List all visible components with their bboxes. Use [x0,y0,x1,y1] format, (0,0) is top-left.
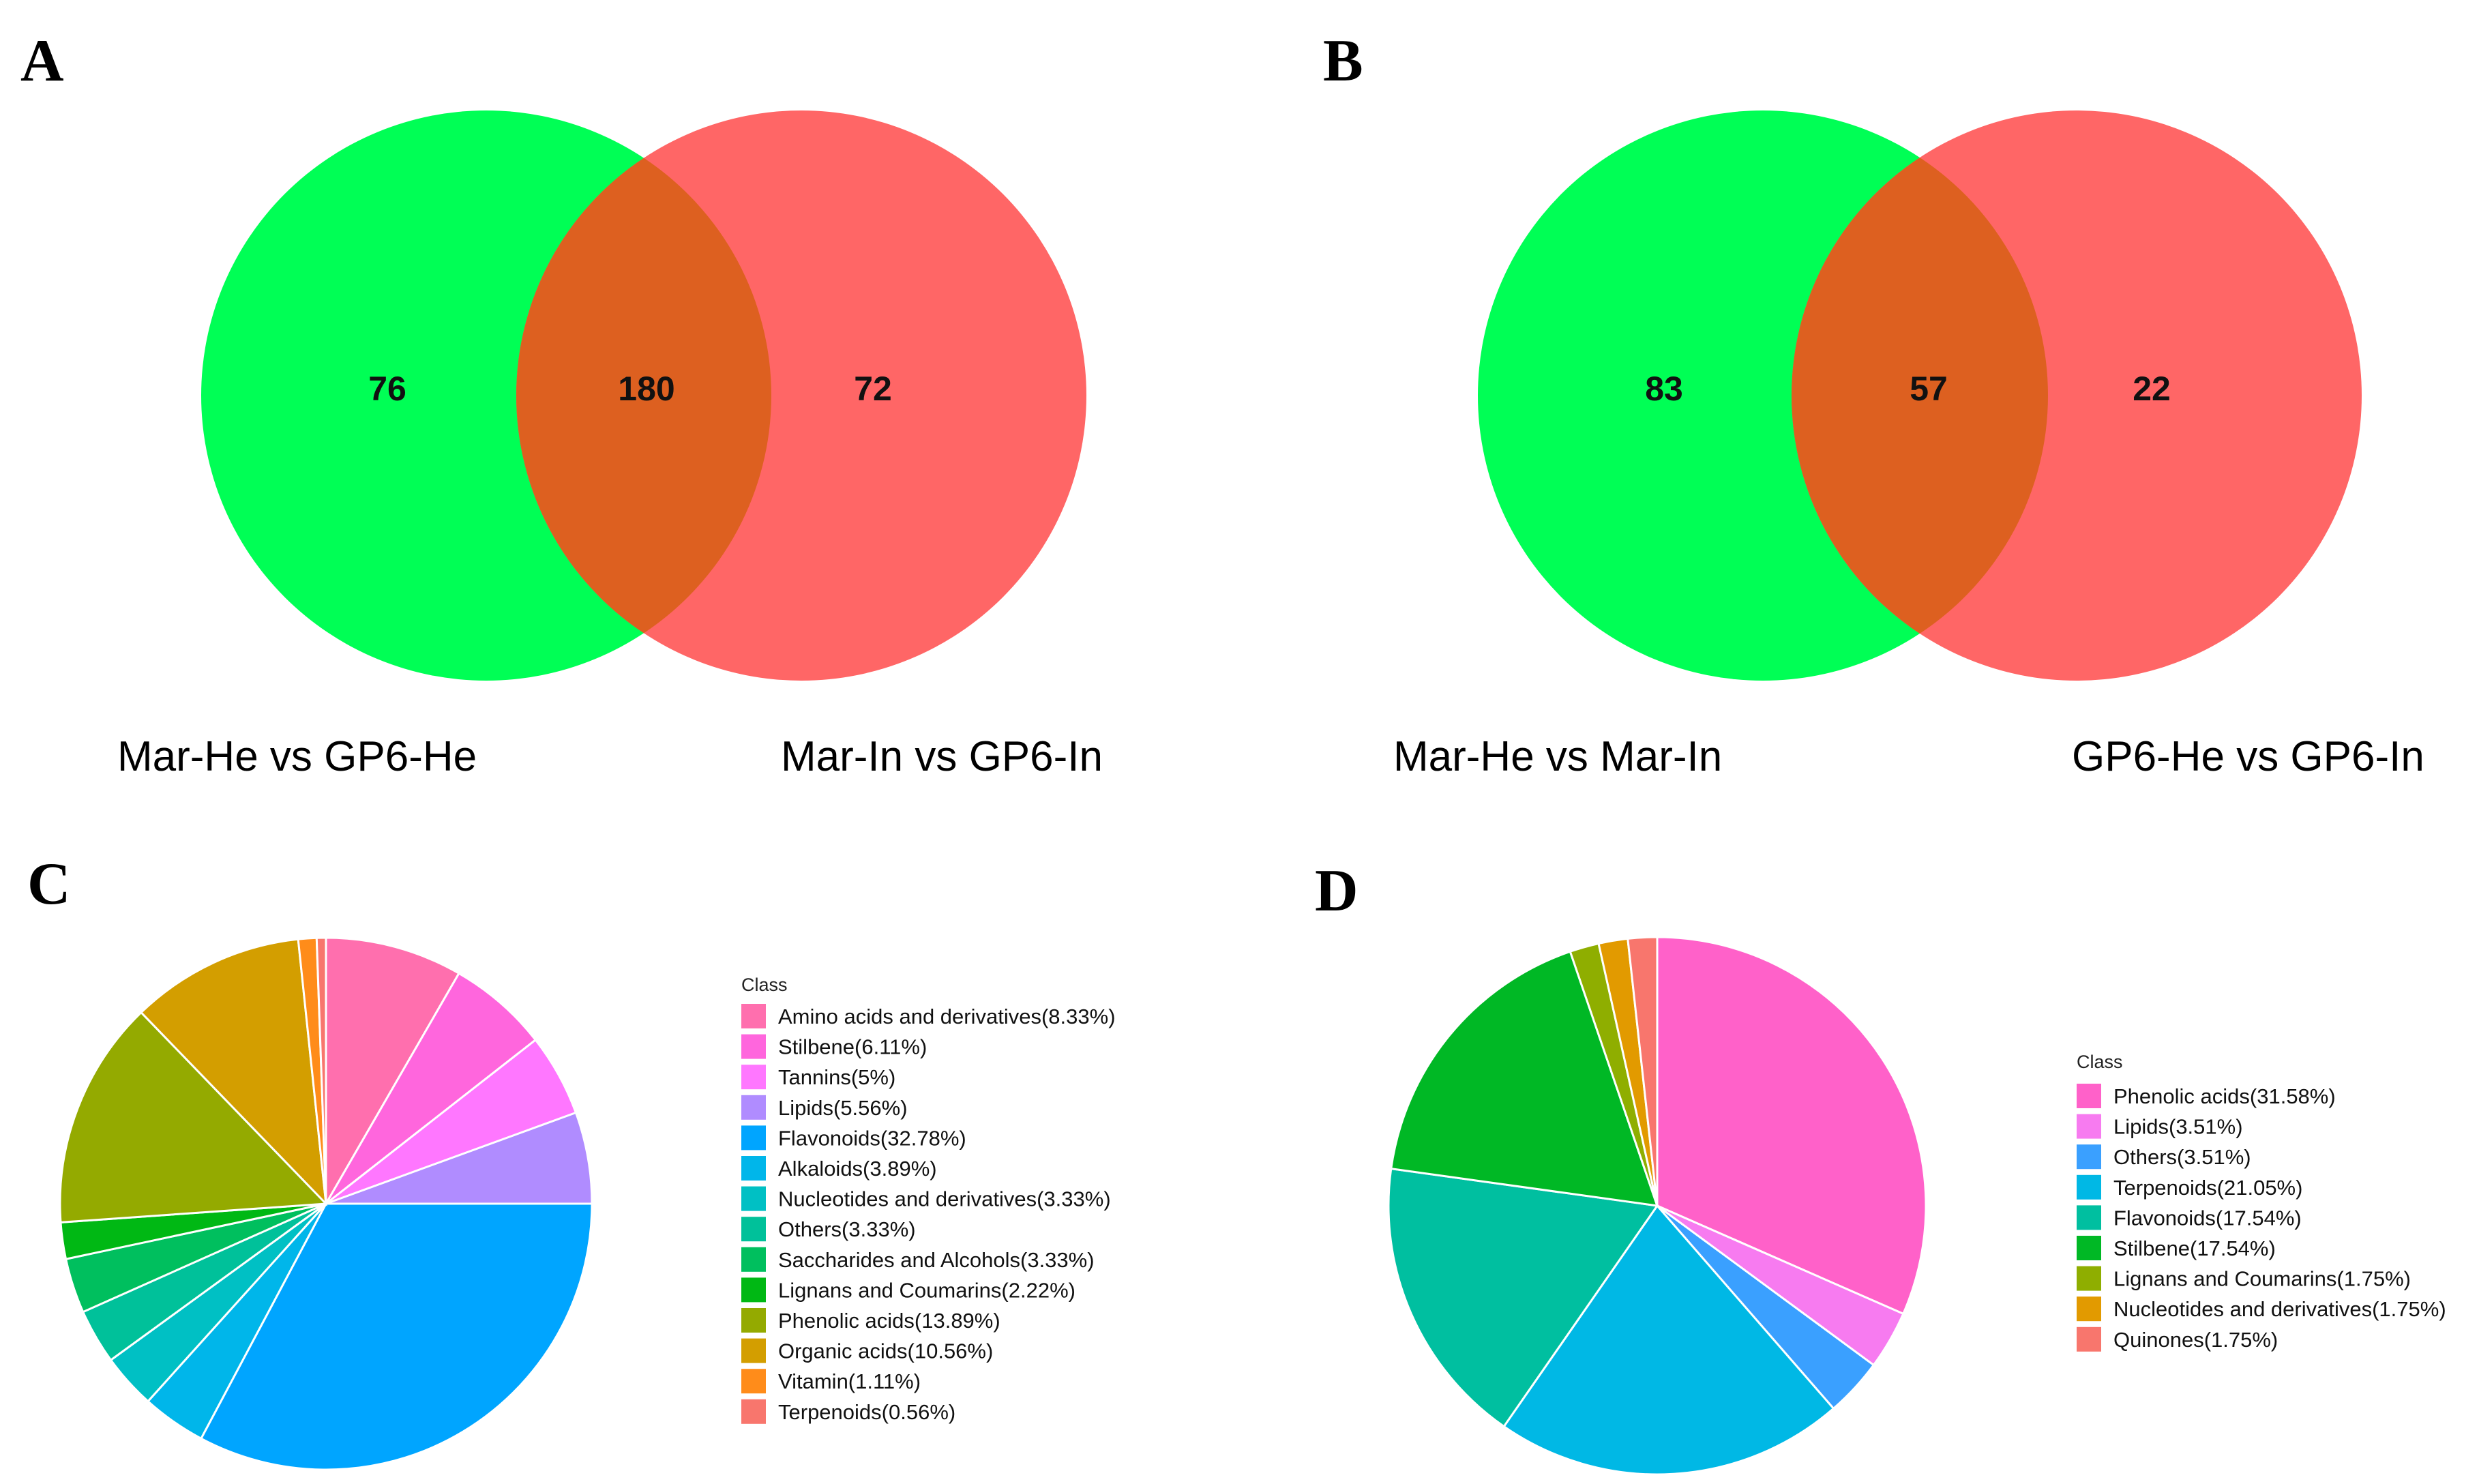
pie-d-legend-swatch-8 [2077,1326,2101,1352]
pie-c-legend-label-3: Lipids(5.56%) [778,1096,908,1120]
panel-letter-c: C [27,851,71,917]
venn-b-overlap-region [1791,157,2048,634]
pie-d-legend-label-5: Stilbene(17.54%) [2113,1236,2276,1260]
pie-d-legend-label-4: Flavonoids(17.54%) [2113,1206,2302,1230]
pie-c-legend-label-0: Amino acids and derivatives(8.33%) [778,1005,1116,1028]
panel-letter-a: A [20,28,64,94]
pie-d-legend: Class Phenolic acids(31.58%) Lipids(3.51%… [2077,1052,2446,1352]
pie-d-legend-label-6: Lignans and Coumarins(1.75%) [2113,1267,2411,1291]
venn-a-right-only-count: 72 [854,370,892,408]
pie-c-legend-swatch-4 [741,1125,766,1151]
pie-c-legend-swatch-7 [741,1217,766,1242]
pie-d-legend-label-7: Nucleotides and derivatives(1.75%) [2113,1297,2446,1321]
pie-c-slice-3 [325,1111,593,1205]
pie-c-legend-label-12: Vitamin(1.11%) [778,1369,921,1393]
pie-c-legend-label-10: Phenolic acids(13.89%) [778,1309,1000,1333]
pie-c-legend-swatch-11 [741,1338,766,1363]
panel-letter-d: D [1315,858,1359,924]
pie-d-legend-label-8: Quinones(1.75%) [2113,1328,2278,1352]
pie-c-legend-swatch-13 [741,1399,766,1424]
pie-c-slice-11 [139,938,327,1207]
pie-c-legend-label-11: Organic acids(10.56%) [778,1339,993,1363]
pie-d-slice-8 [1627,936,1659,1206]
venn-a-left-set-label: Mar-He vs GP6-He [117,733,477,780]
pie-d-legend-title: Class [2077,1052,2123,1072]
pie-d-legend-swatch-6 [2077,1266,2101,1291]
pie-c-legend-label-2: Tannins(5%) [778,1065,895,1089]
venn-b-overlap-count: 57 [1910,370,1948,408]
pie-d-legend-label-1: Lipids(3.51%) [2113,1115,2243,1139]
pie-d-slice-5 [1390,950,1659,1207]
pie-c-legend-label-8: Saccharides and Alcohols(3.33%) [778,1248,1095,1272]
venn-a-overlap-count: 180 [618,370,674,408]
venn-a: 76 180 72 Mar-He vs GP6-He Mar-In vs GP6… [117,110,1103,780]
pie-c-legend-swatch-1 [741,1034,766,1059]
pie-d-legend-swatch-1 [2077,1114,2101,1139]
pie-c-legend-label-6: Nucleotides and derivatives(3.33%) [778,1187,1111,1211]
pie-c-legend-swatch-6 [741,1186,766,1211]
pie-d-legend-swatch-0 [2077,1084,2101,1108]
pie-c-slice-0 [325,936,460,1208]
pie-d-legend-label-2: Others(3.51%) [2113,1145,2251,1169]
venn-b-right-set-label: GP6-He vs GP6-In [2072,733,2424,780]
pie-d-slice-0 [1656,936,1927,1316]
pie-c-legend: Class Amino acids and derivatives(8.33%)… [741,975,1116,1424]
pie-c-legend-swatch-8 [741,1247,766,1272]
pie-c-slice-13 [315,936,327,1204]
pie-d-legend-swatch-3 [2077,1174,2101,1200]
pie-chart-d [1387,936,1927,1476]
venn-b: 83 57 22 Mar-He vs Mar-In GP6-He vs GP6-… [1393,110,2424,780]
pie-c-legend-swatch-3 [741,1095,766,1120]
pie-d-slice-4 [1387,1167,1659,1428]
pie-c-legend-label-13: Terpenoids(0.56%) [778,1400,955,1424]
pie-c-legend-label-9: Lignans and Coumarins(2.22%) [778,1278,1075,1302]
venn-a-overlap-region [516,158,771,634]
panel-letter-b: B [1323,28,1363,94]
pie-chart-c [59,936,593,1471]
pie-d-legend-swatch-2 [2077,1144,2101,1170]
pie-c-legend-title: Class [741,975,788,995]
pie-d-slice-3 [1502,1204,1835,1476]
pie-c-legend-label-1: Stilbene(6.11%) [778,1035,927,1059]
pie-c-legend-swatch-2 [741,1065,766,1090]
pie-d-legend-label-3: Terpenoids(21.05%) [2113,1176,2302,1200]
pie-c-legend-swatch-9 [741,1277,766,1303]
pie-d-legend-swatch-7 [2077,1296,2101,1322]
pie-c-legend-swatch-12 [741,1369,766,1394]
venn-a-left-only-count: 76 [368,370,406,408]
pie-c-legend-swatch-10 [741,1308,766,1333]
pie-d-legend-swatch-4 [2077,1205,2101,1230]
pie-c-legend-label-7: Others(3.33%) [778,1217,916,1241]
venn-a-right-set-label: Mar-In vs GP6-In [781,733,1103,780]
pie-c-slice-4 [199,1202,593,1471]
pie-c-legend-swatch-5 [741,1156,766,1181]
venn-b-left-only-count: 83 [1645,370,1683,408]
pie-c-slice-10 [59,1011,329,1224]
pie-d-legend-swatch-5 [2077,1236,2101,1260]
pie-c-slice-1 [325,972,537,1205]
venn-b-left-set-label: Mar-He vs Mar-In [1393,733,1722,780]
venn-b-right-only-count: 22 [2133,370,2171,408]
pie-c-legend-label-5: Alkaloids(3.89%) [778,1157,937,1181]
pie-c-legend-label-4: Flavonoids(32.78%) [778,1126,966,1150]
pie-c-legend-swatch-0 [741,1004,766,1028]
pie-d-legend-label-0: Phenolic acids(31.58%) [2113,1084,2336,1108]
